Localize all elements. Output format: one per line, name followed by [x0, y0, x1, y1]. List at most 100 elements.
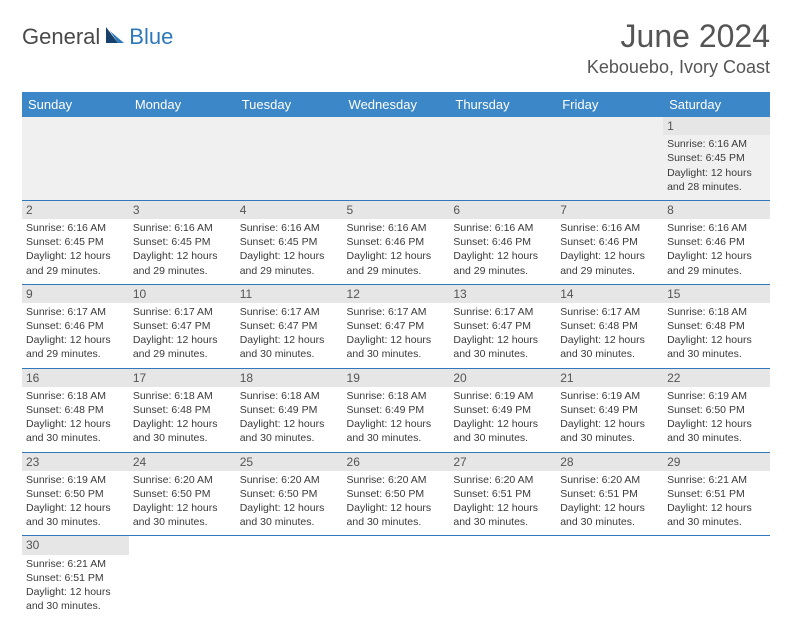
daylight-text: Daylight: 12 hours — [453, 333, 552, 347]
sunrise-text: Sunrise: 6:18 AM — [347, 389, 446, 403]
calendar-day-cell: 21Sunrise: 6:19 AMSunset: 6:49 PMDayligh… — [556, 368, 663, 452]
calendar-empty-cell — [22, 117, 129, 200]
sunset-text: Sunset: 6:48 PM — [133, 403, 232, 417]
sunset-text: Sunset: 6:50 PM — [133, 487, 232, 501]
daylight-text: Daylight: 12 hours — [26, 585, 125, 599]
calendar-empty-cell — [343, 536, 450, 619]
calendar-day-cell: 22Sunrise: 6:19 AMSunset: 6:50 PMDayligh… — [663, 368, 770, 452]
sunset-text: Sunset: 6:49 PM — [560, 403, 659, 417]
day-number: 7 — [556, 201, 663, 219]
daylight-text: Daylight: 12 hours — [347, 333, 446, 347]
title-block: June 2024 Kebouebo, Ivory Coast — [587, 18, 770, 78]
day-number: 23 — [22, 453, 129, 471]
day-number: 18 — [236, 369, 343, 387]
daylight-text: and 30 minutes. — [133, 431, 232, 445]
sunset-text: Sunset: 6:46 PM — [453, 235, 552, 249]
calendar-day-cell: 8Sunrise: 6:16 AMSunset: 6:46 PMDaylight… — [663, 200, 770, 284]
calendar-day-cell: 18Sunrise: 6:18 AMSunset: 6:49 PMDayligh… — [236, 368, 343, 452]
sunrise-text: Sunrise: 6:17 AM — [240, 305, 339, 319]
daylight-text: and 29 minutes. — [240, 264, 339, 278]
weekday-header: Wednesday — [343, 92, 450, 117]
sunrise-text: Sunrise: 6:17 AM — [26, 305, 125, 319]
calendar-day-cell: 17Sunrise: 6:18 AMSunset: 6:48 PMDayligh… — [129, 368, 236, 452]
calendar-empty-cell — [556, 536, 663, 619]
daylight-text: Daylight: 12 hours — [453, 501, 552, 515]
daylight-text: and 30 minutes. — [667, 515, 766, 529]
day-number: 2 — [22, 201, 129, 219]
sunrise-text: Sunrise: 6:16 AM — [26, 221, 125, 235]
sunrise-text: Sunrise: 6:19 AM — [560, 389, 659, 403]
daylight-text: and 30 minutes. — [347, 347, 446, 361]
daylight-text: Daylight: 12 hours — [453, 417, 552, 431]
daylight-text: and 30 minutes. — [26, 599, 125, 613]
calendar-day-cell: 16Sunrise: 6:18 AMSunset: 6:48 PMDayligh… — [22, 368, 129, 452]
day-number: 22 — [663, 369, 770, 387]
sunset-text: Sunset: 6:47 PM — [347, 319, 446, 333]
daylight-text: Daylight: 12 hours — [347, 501, 446, 515]
daylight-text: Daylight: 12 hours — [26, 501, 125, 515]
daylight-text: and 30 minutes. — [240, 347, 339, 361]
calendar-day-cell: 13Sunrise: 6:17 AMSunset: 6:47 PMDayligh… — [449, 284, 556, 368]
calendar-day-cell: 5Sunrise: 6:16 AMSunset: 6:46 PMDaylight… — [343, 200, 450, 284]
weekday-header: Tuesday — [236, 92, 343, 117]
daylight-text: and 30 minutes. — [560, 347, 659, 361]
sunrise-text: Sunrise: 6:18 AM — [133, 389, 232, 403]
daylight-text: Daylight: 12 hours — [133, 249, 232, 263]
calendar-week-row: 30Sunrise: 6:21 AMSunset: 6:51 PMDayligh… — [22, 536, 770, 619]
header: General Blue June 2024 Kebouebo, Ivory C… — [22, 18, 770, 78]
daylight-text: Daylight: 12 hours — [667, 166, 766, 180]
calendar-day-cell: 2Sunrise: 6:16 AMSunset: 6:45 PMDaylight… — [22, 200, 129, 284]
weekday-header: Monday — [129, 92, 236, 117]
calendar-day-cell: 14Sunrise: 6:17 AMSunset: 6:48 PMDayligh… — [556, 284, 663, 368]
sunset-text: Sunset: 6:47 PM — [453, 319, 552, 333]
day-number: 15 — [663, 285, 770, 303]
daylight-text: and 29 minutes. — [133, 264, 232, 278]
sunset-text: Sunset: 6:49 PM — [347, 403, 446, 417]
sunrise-text: Sunrise: 6:18 AM — [240, 389, 339, 403]
daylight-text: and 30 minutes. — [26, 431, 125, 445]
daylight-text: and 30 minutes. — [26, 515, 125, 529]
calendar-day-cell: 12Sunrise: 6:17 AMSunset: 6:47 PMDayligh… — [343, 284, 450, 368]
calendar-day-cell: 6Sunrise: 6:16 AMSunset: 6:46 PMDaylight… — [449, 200, 556, 284]
daylight-text: Daylight: 12 hours — [240, 333, 339, 347]
daylight-text: and 30 minutes. — [560, 431, 659, 445]
daylight-text: Daylight: 12 hours — [560, 501, 659, 515]
day-number: 5 — [343, 201, 450, 219]
weekday-header: Sunday — [22, 92, 129, 117]
calendar-day-cell: 1Sunrise: 6:16 AMSunset: 6:45 PMDaylight… — [663, 117, 770, 200]
weekday-header: Saturday — [663, 92, 770, 117]
daylight-text: and 30 minutes. — [667, 347, 766, 361]
sunrise-text: Sunrise: 6:20 AM — [560, 473, 659, 487]
calendar-empty-cell — [449, 536, 556, 619]
day-number: 3 — [129, 201, 236, 219]
day-number: 24 — [129, 453, 236, 471]
day-number: 10 — [129, 285, 236, 303]
daylight-text: Daylight: 12 hours — [240, 417, 339, 431]
location: Kebouebo, Ivory Coast — [587, 57, 770, 78]
sunset-text: Sunset: 6:51 PM — [667, 487, 766, 501]
sunrise-text: Sunrise: 6:19 AM — [453, 389, 552, 403]
daylight-text: and 29 minutes. — [560, 264, 659, 278]
calendar-day-cell: 10Sunrise: 6:17 AMSunset: 6:47 PMDayligh… — [129, 284, 236, 368]
sunrise-text: Sunrise: 6:16 AM — [347, 221, 446, 235]
calendar-empty-cell — [129, 117, 236, 200]
calendar-day-cell: 23Sunrise: 6:19 AMSunset: 6:50 PMDayligh… — [22, 452, 129, 536]
daylight-text: and 29 minutes. — [453, 264, 552, 278]
sunset-text: Sunset: 6:51 PM — [560, 487, 659, 501]
daylight-text: and 30 minutes. — [667, 431, 766, 445]
day-number: 29 — [663, 453, 770, 471]
daylight-text: Daylight: 12 hours — [667, 501, 766, 515]
calendar-empty-cell — [449, 117, 556, 200]
calendar-week-row: 9Sunrise: 6:17 AMSunset: 6:46 PMDaylight… — [22, 284, 770, 368]
day-number: 4 — [236, 201, 343, 219]
sunrise-text: Sunrise: 6:17 AM — [560, 305, 659, 319]
daylight-text: Daylight: 12 hours — [26, 333, 125, 347]
sunrise-text: Sunrise: 6:21 AM — [26, 557, 125, 571]
sunset-text: Sunset: 6:51 PM — [453, 487, 552, 501]
daylight-text: Daylight: 12 hours — [133, 417, 232, 431]
calendar-day-cell: 27Sunrise: 6:20 AMSunset: 6:51 PMDayligh… — [449, 452, 556, 536]
calendar-day-cell: 11Sunrise: 6:17 AMSunset: 6:47 PMDayligh… — [236, 284, 343, 368]
day-number: 8 — [663, 201, 770, 219]
daylight-text: Daylight: 12 hours — [240, 501, 339, 515]
sunset-text: Sunset: 6:51 PM — [26, 571, 125, 585]
